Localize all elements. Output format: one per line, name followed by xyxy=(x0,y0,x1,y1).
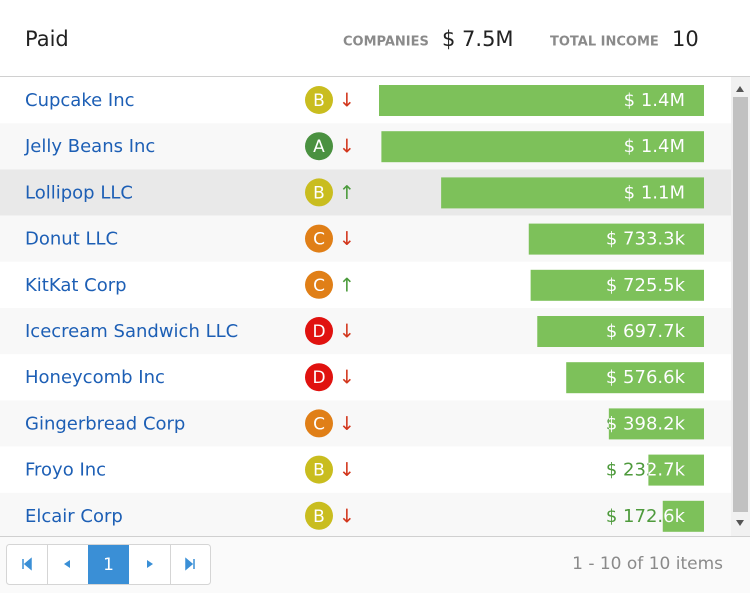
bar xyxy=(537,316,704,347)
pager-current[interactable]: 1 xyxy=(103,555,114,575)
stat-value: $ 7.5M xyxy=(442,27,514,51)
pager-current-bg[interactable] xyxy=(88,545,129,584)
scroll-up[interactable] xyxy=(736,86,744,92)
pager-first[interactable] xyxy=(22,557,32,571)
value-label: $ 398.2k xyxy=(606,413,686,434)
grade-badge xyxy=(305,132,333,161)
value-label: $ 398.2k xyxy=(606,413,686,434)
company-name[interactable]: Froyo Inc xyxy=(25,460,106,481)
value-label: $ 1.4M xyxy=(624,90,685,111)
grade: C xyxy=(313,230,325,250)
trend: ↓ xyxy=(339,367,355,389)
value-label: $ 725.5k xyxy=(606,275,686,296)
trend: ↓ xyxy=(339,228,355,250)
grade: D xyxy=(312,368,325,388)
bar xyxy=(530,269,704,301)
trend: ↓ xyxy=(339,90,355,112)
row-bg[interactable] xyxy=(0,492,731,539)
bar xyxy=(379,85,704,116)
pager-info: 1 - 10 of 10 items xyxy=(572,554,723,574)
company-name[interactable]: Cupcake Inc xyxy=(25,90,135,111)
bar xyxy=(662,500,704,532)
grade: A xyxy=(313,137,325,157)
grade: D xyxy=(312,322,325,342)
grade-badge xyxy=(305,178,333,207)
trend: ↓ xyxy=(339,136,355,158)
value-label: $ 1.1M xyxy=(624,182,685,203)
grade: B xyxy=(313,91,325,111)
company-name[interactable]: Elcair Corp xyxy=(25,506,123,527)
trend: ↑ xyxy=(339,274,355,296)
grade: B xyxy=(313,507,325,527)
title: Paid xyxy=(25,27,69,51)
value-label: $ 172.6k xyxy=(606,506,686,527)
value-label: $ 733.3k xyxy=(606,229,686,250)
value-label: $ 1.4M xyxy=(624,136,685,157)
value-label: $ 725.5k xyxy=(606,275,686,296)
grade-badge xyxy=(305,501,333,530)
grade: B xyxy=(313,183,325,203)
bar xyxy=(528,223,704,255)
company-name[interactable]: Lollipop LLC xyxy=(25,182,133,203)
bar xyxy=(441,177,704,209)
grade-badge xyxy=(305,363,333,392)
header-bg xyxy=(0,0,750,76)
value-label: $ 232.7k xyxy=(606,460,686,481)
grade: C xyxy=(313,276,325,296)
trend: ↓ xyxy=(339,321,355,343)
bar xyxy=(648,454,704,486)
value-label: $ 1.4M xyxy=(624,90,685,111)
value-label: $ 576.6k xyxy=(606,367,686,388)
grade-badge xyxy=(305,455,333,484)
trend: ↓ xyxy=(339,459,355,481)
trend: ↑ xyxy=(339,182,355,204)
value-label: $ 697.7k xyxy=(606,321,686,342)
grade-badge xyxy=(305,317,333,345)
pager-next[interactable] xyxy=(147,560,153,568)
pager-prev[interactable] xyxy=(64,560,70,568)
bar xyxy=(381,131,704,163)
stat-value: 10 xyxy=(672,27,699,51)
value-label: $ 697.7k xyxy=(606,321,686,342)
stat-label: COMPANIES xyxy=(343,35,429,50)
company-name[interactable]: Gingerbread Corp xyxy=(25,413,185,434)
grade: B xyxy=(313,461,325,481)
stat-label: TOTAL INCOME xyxy=(550,35,659,50)
scroll-down[interactable] xyxy=(736,520,744,526)
bar xyxy=(566,362,704,394)
company-name[interactable]: Jelly Beans Inc xyxy=(24,136,155,157)
grade: C xyxy=(313,414,325,434)
value-label: $ 733.3k xyxy=(606,229,686,250)
company-name[interactable]: Icecream Sandwich LLC xyxy=(25,321,238,342)
value-label: $ 1.1M xyxy=(624,182,685,203)
company-name[interactable]: Donut LLC xyxy=(25,229,118,250)
pager-last[interactable] xyxy=(185,557,195,571)
scrollbar-thumb[interactable] xyxy=(733,97,748,512)
row-bg[interactable] xyxy=(0,446,731,493)
grade-badge xyxy=(305,270,333,299)
trend: ↓ xyxy=(339,413,355,435)
grade-badge xyxy=(305,224,333,253)
company-name[interactable]: Honeycomb Inc xyxy=(25,367,165,388)
value-label: $ 232.7k xyxy=(606,460,686,481)
value-label: $ 1.4M xyxy=(624,136,685,157)
bar xyxy=(608,408,704,440)
value-label: $ 576.6k xyxy=(606,367,686,388)
company-name[interactable]: KitKat Corp xyxy=(25,275,127,296)
grade-badge xyxy=(305,409,333,438)
trend: ↓ xyxy=(339,505,355,527)
grade-badge xyxy=(305,86,333,114)
value-label: $ 172.6k xyxy=(606,506,686,527)
